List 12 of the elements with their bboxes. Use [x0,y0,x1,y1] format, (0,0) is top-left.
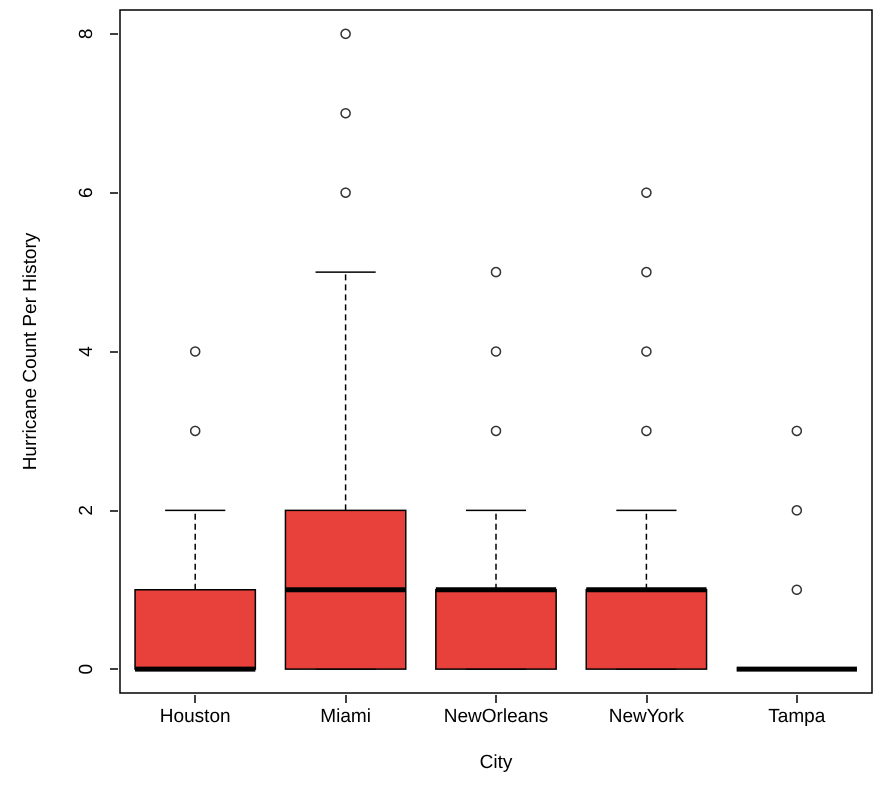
x-tick-label: Houston [160,706,231,727]
y-tick-label: 8 [76,28,97,40]
x-tick-label: NewOrleans [444,706,548,727]
y-tick-label: 0 [76,664,97,674]
x-tick-label: NewYork [608,706,685,727]
x-axis-title: City [480,752,513,773]
y-tick-label: 6 [76,187,97,198]
x-tick-label: Miami [320,706,371,727]
y-axis-title: Hurricane Count Per History [20,232,41,470]
y-tick-label: 2 [76,505,97,516]
x-tick-label: Tampa [768,706,826,727]
y-tick-label: 4 [76,346,97,357]
